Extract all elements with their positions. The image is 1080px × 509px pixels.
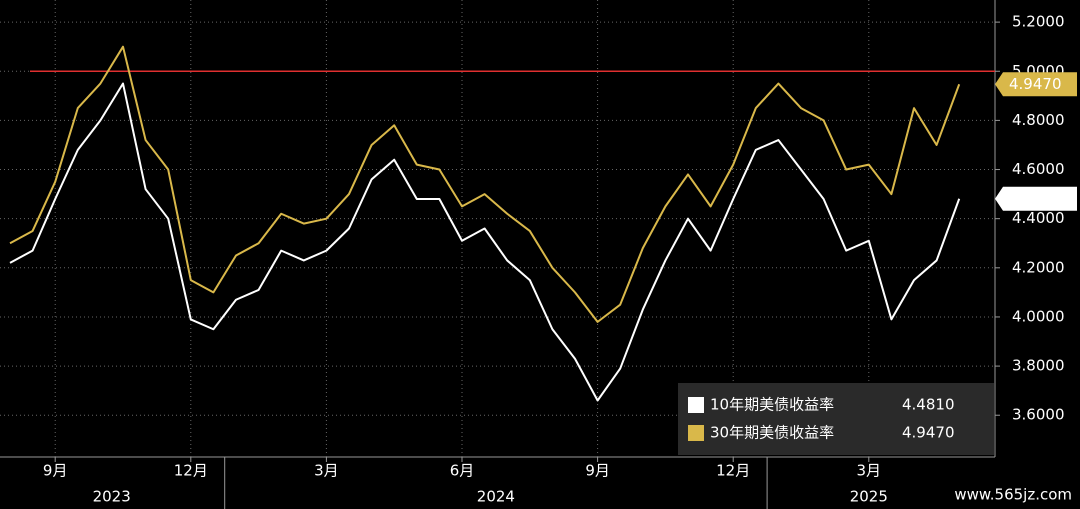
y-tick-label: 4.6000 [1012, 160, 1065, 178]
year-label: 2023 [93, 488, 131, 506]
value-badge [995, 72, 1077, 97]
x-tick-label: 3月 [314, 462, 339, 480]
legend-label: 30年期美债收益率 [710, 424, 834, 442]
series-line [9, 82, 961, 402]
x-tick-label: 9月 [43, 462, 68, 480]
watermark: www.565jz.com [954, 486, 1072, 504]
x-tick-label: 12月 [174, 462, 208, 480]
value-badge [995, 186, 1077, 211]
value-badge-label: 4.9470 [1009, 75, 1062, 93]
legend-swatch [688, 397, 704, 413]
value-badge-label: 4.4810 [1009, 189, 1062, 207]
y-tick-label: 4.0000 [1012, 307, 1065, 325]
series-line [9, 45, 961, 323]
year-label: 2024 [477, 488, 515, 506]
y-tick-label: 5.2000 [1012, 13, 1065, 31]
y-tick-label: 4.8000 [1012, 111, 1065, 129]
y-tick-label: 3.8000 [1012, 357, 1065, 375]
legend-label: 10年期美债收益率 [710, 396, 834, 414]
legend-value: 4.4810 [902, 396, 955, 414]
x-tick-label: 12月 [716, 462, 750, 480]
legend-swatch [688, 425, 704, 441]
x-tick-label: 3月 [857, 462, 882, 480]
year-label: 2025 [850, 488, 888, 506]
legend-box [678, 383, 994, 455]
y-tick-label: 3.6000 [1012, 406, 1065, 424]
y-tick-label: 4.2000 [1012, 258, 1065, 276]
x-tick-label: 6月 [450, 462, 475, 480]
y-tick-label: 4.4000 [1012, 209, 1065, 227]
legend-value: 4.9470 [902, 424, 955, 442]
x-tick-label: 9月 [585, 462, 610, 480]
